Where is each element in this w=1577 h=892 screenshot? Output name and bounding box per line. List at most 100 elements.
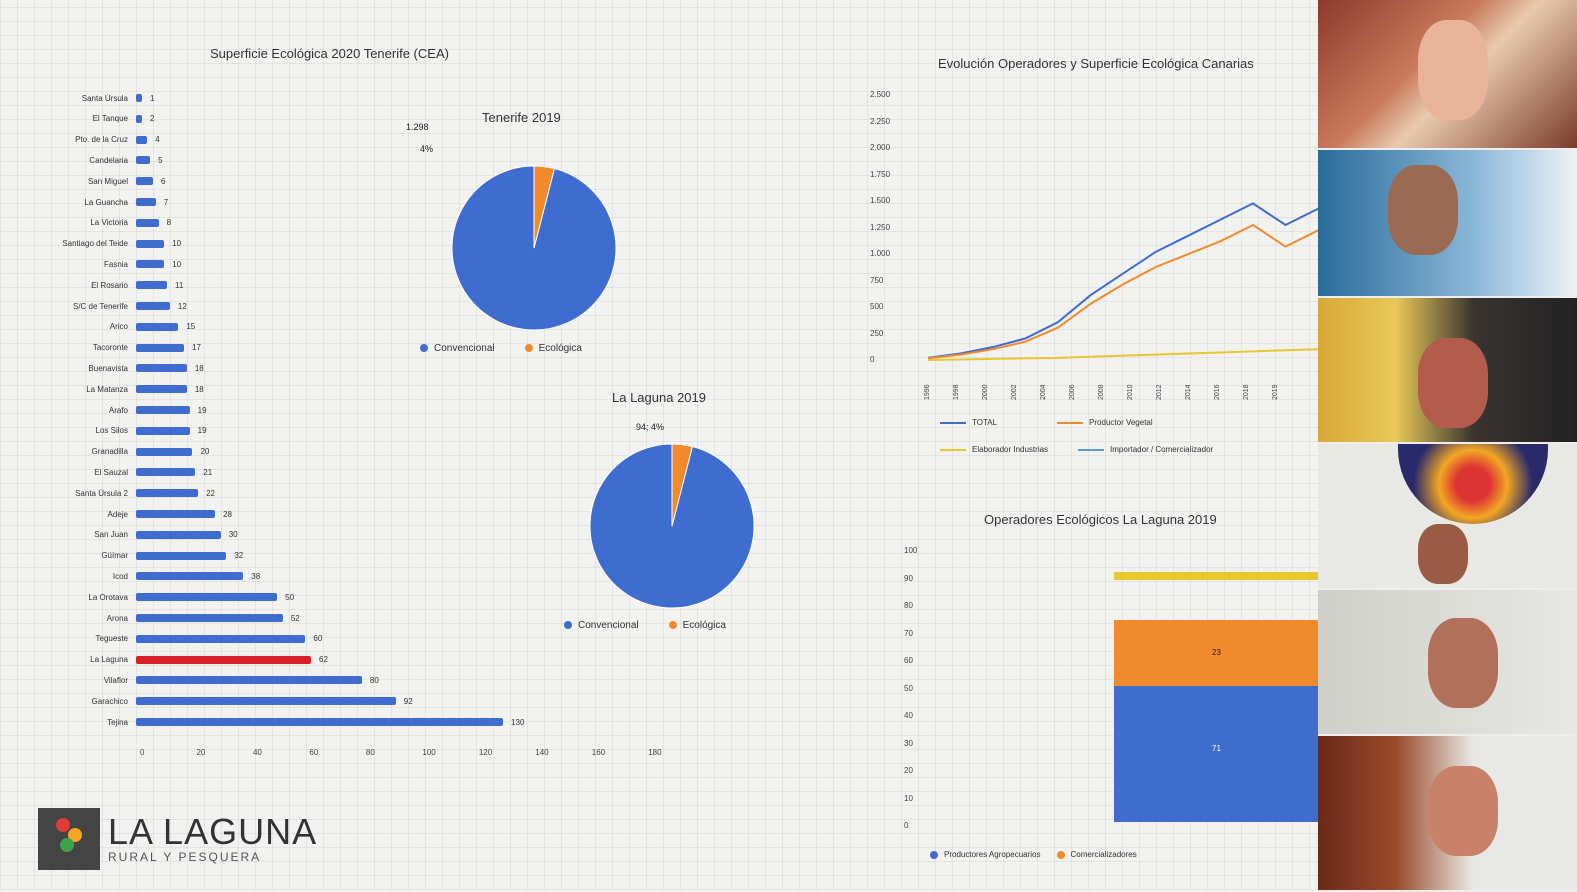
bar-value-label: 8 <box>166 218 172 228</box>
stack-y-tick: 30 <box>904 738 913 748</box>
bar <box>136 114 142 123</box>
bar-label: Güímar <box>101 551 128 561</box>
bar-value-label: 12 <box>177 301 187 311</box>
bar-label: Arafo <box>108 405 128 415</box>
bar-label: Vilaflor <box>103 675 128 685</box>
participant-avatar <box>1398 444 1548 524</box>
line-x-tick: 2012 <box>1156 384 1163 400</box>
bar <box>136 447 193 456</box>
line-y-tick: 250 <box>870 328 884 338</box>
bar-label: San Juan <box>94 530 128 540</box>
stack-y-tick: 70 <box>904 628 913 638</box>
bar-row: San Miguel 6 <box>20 175 165 187</box>
line-x-tick: 2019 <box>1272 384 1279 400</box>
bar-x-tick: 160 <box>591 748 606 757</box>
bar <box>136 239 165 248</box>
line-y-tick: 500 <box>870 302 884 311</box>
bar-label: Tegueste <box>95 634 128 644</box>
legend-importador: Importador / Comercializador <box>1078 445 1213 454</box>
stack-y-tick: 50 <box>904 683 913 693</box>
bar-label: El Rosario <box>91 280 128 290</box>
bar <box>136 593 278 602</box>
line-y-tick: 1.000 <box>870 249 891 258</box>
bar-value-label: 52 <box>290 613 300 623</box>
line-x-tick: 2004 <box>1040 384 1047 400</box>
participant-video-1[interactable] <box>1318 0 1577 150</box>
participant-video-4[interactable] <box>1318 444 1577 590</box>
bar <box>136 697 396 706</box>
line-chart <box>927 202 1318 361</box>
bar-x-tick: 140 <box>535 748 549 757</box>
bar <box>136 343 184 352</box>
participant-avatar <box>1418 338 1488 428</box>
bar-label: Fasnia <box>103 259 128 269</box>
bar-value-label: 10 <box>172 239 182 249</box>
bar-value-label: 20 <box>200 447 210 457</box>
line-y-tick: 1.750 <box>870 169 891 179</box>
participant-video-6[interactable] <box>1318 736 1577 892</box>
bar <box>136 718 504 726</box>
bar-row: Santa Úrsula 1 <box>20 92 155 104</box>
stack-y-tick: 90 <box>904 573 913 583</box>
legend-vegetal: Productor Vegetal <box>1057 418 1153 427</box>
bar-row: Adeje 28 <box>20 508 232 520</box>
stack-y-tick: 100 <box>904 546 918 555</box>
bar-value-label: 1 <box>150 93 155 103</box>
bar-x-tick: 80 <box>365 748 375 757</box>
bar-label: S/C de Tenerife <box>73 301 128 311</box>
bar-row: Buenavista 18 <box>20 362 204 374</box>
bar-label: La Guancha <box>84 197 128 207</box>
bar-value-label: 80 <box>369 675 379 685</box>
stack-mid-label: 23 <box>1212 648 1221 657</box>
legend-total: TOTAL <box>940 418 997 427</box>
bar <box>136 551 227 560</box>
bar <box>136 218 159 227</box>
pie-slice-ecológica <box>671 443 694 527</box>
line-y-tick: 2.000 <box>870 143 891 152</box>
pie-tenerife-pct: 4% <box>420 144 434 154</box>
stack-y-tick: 0 <box>904 821 909 830</box>
bar <box>136 655 312 664</box>
participant-avatar <box>1388 165 1458 255</box>
bar-row: La Matanza 18 <box>20 383 204 395</box>
line-x-tick: 2016 <box>1214 384 1221 400</box>
bar-value-label: 30 <box>228 530 238 540</box>
bar-row: Arico 15 <box>20 321 195 333</box>
participant-video-3[interactable] <box>1318 298 1577 444</box>
participant-video-5[interactable] <box>1318 590 1577 736</box>
legend-convencional: Convencional <box>564 620 639 631</box>
participant-avatar <box>1418 20 1488 120</box>
bar-row: Granadilla 20 <box>20 446 210 458</box>
bar <box>136 426 190 435</box>
line-y-tick: 0 <box>870 355 875 364</box>
line-chart-legend: TOTAL Productor Vegetal Elaborador Indus… <box>940 418 1310 454</box>
bar-value-label: 22 <box>206 488 216 498</box>
bar-row: El Tanque 2 <box>20 113 155 125</box>
bar-x-tick: 180 <box>648 748 662 757</box>
bar <box>136 135 148 144</box>
bar-label: Los Silos <box>95 426 128 436</box>
bar <box>136 281 168 290</box>
bar-row: La Guancha 7 <box>20 196 168 208</box>
bar-label: Santa Úrsula 2 <box>75 488 128 498</box>
bar-value-label: 19 <box>197 426 207 436</box>
bar-row: Icod 38 <box>20 570 260 582</box>
bar-value-label: 5 <box>158 155 163 165</box>
bar-label: Arona <box>106 613 128 623</box>
pie-laguna-top-label: 94; 4% <box>636 422 665 432</box>
bar-row: La Orotava 50 <box>20 591 294 603</box>
line-y-tick: 2.500 <box>870 90 891 99</box>
bar-label: Santiago del Teide <box>62 239 128 249</box>
bar-value-label: 18 <box>194 363 204 373</box>
bar-label: Buenavista <box>88 363 128 373</box>
bar-value-label: 60 <box>313 634 323 644</box>
participant-video-2[interactable] <box>1318 150 1577 298</box>
bar-row: El Rosario 11 <box>20 279 183 291</box>
pie-laguna-legend: Convencional Ecológica <box>564 620 726 631</box>
bar <box>136 530 221 539</box>
bar-row: S/C de Tenerife 12 <box>20 300 187 312</box>
bar-chart-title: Superficie Ecológica 2020 Tenerife (CEA) <box>210 46 449 61</box>
bar-label: Tacoronte <box>92 343 128 353</box>
bar-label: La Laguna <box>90 655 128 665</box>
bar <box>136 510 216 518</box>
